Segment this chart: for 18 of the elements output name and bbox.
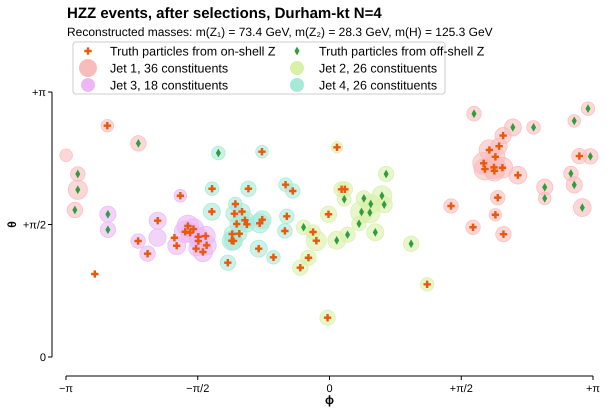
legend-label: Jet 1, 36 constituents <box>110 62 228 76</box>
legend-label: Jet 4, 26 constituents <box>319 78 438 92</box>
legend-label: Truth particles from off-shell Z <box>319 44 485 58</box>
x-tick-label: 0 <box>326 383 333 395</box>
legend-label: Truth particles from on-shell Z <box>110 44 276 58</box>
y-tick-label: +π <box>32 87 46 99</box>
x-axis-title: ϕ <box>325 393 334 407</box>
y-tick-label: +π/2 <box>22 220 46 232</box>
legend-label: Jet 3, 18 constituents <box>110 78 228 92</box>
x-tick-label: −π/2 <box>186 383 210 395</box>
chart-subtitle: Reconstructed masses: m(Z₁) = 73.4 GeV, m(Z₂) = 28.3 GeV, m(H) = 125.3 GeV <box>67 25 493 39</box>
x-tick-label: +π/2 <box>450 383 473 395</box>
legend-label: Jet 2, 26 constituents <box>319 62 438 76</box>
x-tick-label: +π <box>586 383 600 395</box>
x-tick-label: −π <box>58 383 74 395</box>
y-axis-title: θ <box>5 221 19 228</box>
chart-title: HZZ events, after selections, Durham-kt N=4 <box>67 5 382 22</box>
y-tick-label: 0 <box>40 352 46 364</box>
